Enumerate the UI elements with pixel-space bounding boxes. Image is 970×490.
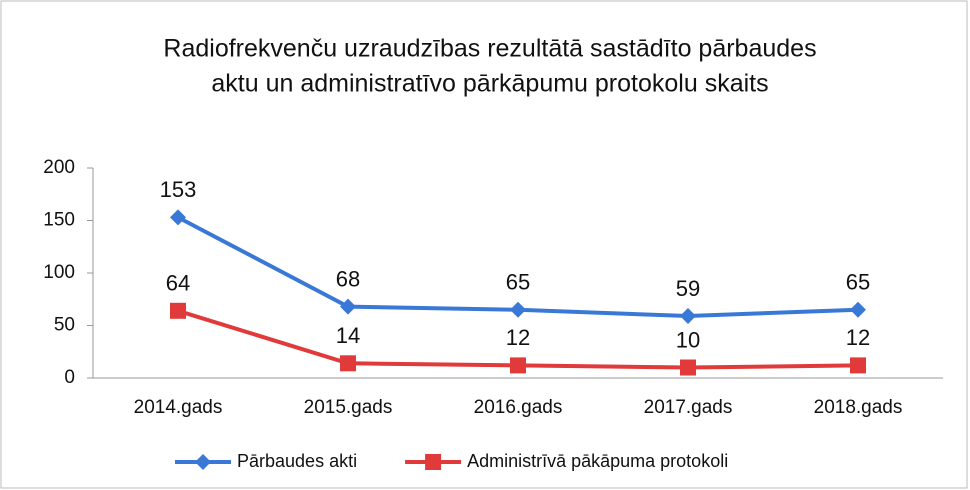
y-tick-label: 50: [54, 315, 75, 336]
data-label: 59: [676, 276, 700, 301]
x-tick-label: 2016.gads: [474, 397, 563, 418]
x-tick-label: 2014.gads: [134, 397, 223, 418]
x-tick-label: 2017.gads: [644, 397, 733, 418]
x-tick-label: 2015.gads: [304, 397, 393, 418]
data-point: [340, 298, 356, 315]
chart-title: Radiofrekvenču uzraudzības rezultātā sas…: [163, 35, 816, 63]
legend-label: Administrīvā pākāpuma protokoli: [467, 451, 728, 471]
data-label: 153: [160, 177, 197, 202]
chart-title: aktu un administratīvo pārkāpumu protoko…: [211, 70, 768, 98]
data-label: 68: [336, 266, 360, 291]
y-tick-label: 100: [43, 262, 75, 283]
data-label: 65: [506, 270, 530, 295]
data-label: 64: [166, 271, 190, 296]
data-point: [850, 301, 866, 318]
data-point: [170, 209, 186, 226]
data-point: [850, 357, 866, 374]
data-label: 14: [336, 323, 360, 348]
data-point: [340, 355, 356, 372]
x-tick-label: 2018.gads: [814, 397, 903, 418]
legend-marker: [425, 454, 442, 470]
data-point: [510, 301, 526, 318]
legend-label: Pārbaudes akti: [237, 451, 357, 471]
y-tick-label: 200: [43, 157, 75, 178]
data-point: [680, 308, 696, 325]
data-point: [510, 357, 526, 374]
data-label: 65: [846, 270, 870, 295]
data-label: 12: [506, 325, 530, 350]
legend-marker: [195, 454, 211, 470]
y-tick-label: 150: [43, 210, 75, 231]
data-point: [680, 359, 696, 376]
data-label: 10: [676, 327, 700, 352]
data-point: [170, 302, 186, 319]
data-label: 12: [846, 325, 870, 350]
y-tick-label: 0: [64, 367, 75, 388]
